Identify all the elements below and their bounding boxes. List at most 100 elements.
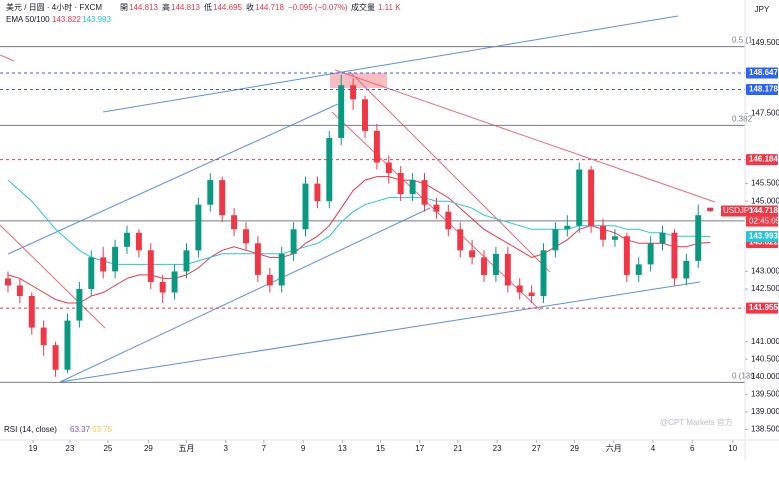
x-tick-label: 15 <box>376 444 385 453</box>
candle-body <box>457 229 464 251</box>
last-price-label-box <box>746 205 778 217</box>
y-tick-label: 145.500 <box>751 179 779 188</box>
ema-price-label: 143.993 <box>749 232 778 241</box>
trend-line <box>59 207 431 383</box>
x-tick-label: 3 <box>224 444 229 453</box>
candle-body <box>623 236 630 275</box>
candle-body <box>76 288 83 321</box>
candle-body <box>373 130 380 163</box>
trend-line <box>102 15 679 113</box>
price-label-box <box>746 84 778 96</box>
watermark: @CPT Markets 官方 <box>660 417 733 427</box>
candle-body <box>588 169 595 226</box>
trend-line <box>59 281 701 383</box>
legend-value: 144.813 <box>129 3 158 12</box>
trend-line <box>0 224 106 329</box>
fib-label: 0 (139 <box>732 372 755 381</box>
x-tick-label: 6 <box>690 444 695 453</box>
candle-body <box>409 180 416 195</box>
price-label-box <box>746 67 778 79</box>
candle-body <box>707 207 714 212</box>
y-tick-label: 139.000 <box>751 407 779 416</box>
candle-body <box>16 285 23 296</box>
candle-body <box>135 232 142 251</box>
x-tick-label: 23 <box>493 444 502 453</box>
candle-body <box>231 215 238 230</box>
candle-body <box>183 250 190 272</box>
price-label: 141.955 <box>749 303 778 312</box>
trend-line <box>0 54 15 62</box>
x-tick-label: 23 <box>65 444 74 453</box>
candle-body <box>290 229 297 254</box>
y-tick-label: 145.000 <box>751 196 779 205</box>
symbol-box <box>721 205 746 217</box>
y-tick-label: 140.500 <box>751 354 779 363</box>
candle-body <box>52 345 59 370</box>
candle-body <box>492 253 499 275</box>
y-tick-label: 149.500 <box>751 38 779 47</box>
candle-body <box>600 225 606 240</box>
candle-body <box>207 180 214 205</box>
legend-label: 開 <box>120 3 128 12</box>
candle-body <box>445 211 452 230</box>
y-tick-label: 141.000 <box>751 337 779 346</box>
chart-title: 美元 / 日圆 · 4小时 · FXCM <box>6 2 102 12</box>
rsi-label: RSI (14, close) <box>4 425 57 434</box>
countdown-box <box>746 216 778 227</box>
candle-body <box>171 271 178 293</box>
candle-body <box>278 253 285 286</box>
candle-body <box>243 229 249 244</box>
candle-body <box>647 243 654 265</box>
fib-label: 0.5 (1 <box>732 36 753 45</box>
price-label-box <box>746 302 778 314</box>
candle-body <box>528 292 535 296</box>
ema-price-label: 143.822 <box>749 238 778 247</box>
candle-body <box>326 137 333 202</box>
candle-body <box>635 264 642 275</box>
x-tick-label: 25 <box>103 444 112 453</box>
candle-body <box>576 169 583 226</box>
x-tick-label: 9 <box>301 444 306 453</box>
candle-body <box>266 274 273 286</box>
y-tick-label: 147.500 <box>751 108 779 117</box>
y-tick-label: 139.500 <box>751 389 779 398</box>
candle-body <box>28 295 35 328</box>
candle-body <box>254 243 261 275</box>
candle-body <box>100 257 107 272</box>
candle-body <box>302 183 309 230</box>
trend-line <box>349 71 551 273</box>
candle-body <box>147 250 154 282</box>
candle-body <box>552 229 559 251</box>
x-tick-label: 19 <box>29 444 38 453</box>
legend-value: 144.718 <box>255 3 284 12</box>
x-tick-label: 7 <box>262 444 267 453</box>
price-label: 146.184 <box>749 155 778 164</box>
candle-body <box>469 250 476 258</box>
candle-body <box>219 180 226 216</box>
y-tick-label: 138.500 <box>751 425 779 434</box>
legend-label: 低 <box>204 2 212 12</box>
symbol: USDJPY <box>723 206 755 215</box>
legend-value: 144.695 <box>213 3 242 12</box>
candle-body <box>671 232 678 279</box>
candle-body <box>397 173 404 195</box>
trend-line <box>334 69 716 203</box>
candle-body <box>659 232 666 244</box>
fib-label: 0.382 <box>732 115 753 124</box>
candle-body <box>564 225 571 230</box>
x-tick-label: 17 <box>415 444 424 453</box>
legend-label: 收 <box>246 2 254 12</box>
candle-body <box>362 99 368 131</box>
x-tick-label: 10 <box>728 444 737 453</box>
x-tick-label: 29 <box>144 444 153 453</box>
currency: JPY <box>755 5 770 14</box>
candle-body <box>695 215 702 261</box>
candle-body <box>159 281 166 293</box>
x-tick-label: 29 <box>570 444 579 453</box>
candle-body <box>385 162 392 174</box>
candle-body <box>64 320 71 370</box>
x-tick-label: 六月 <box>606 443 622 453</box>
price-label: 148.178 <box>749 85 778 94</box>
candle-body <box>540 250 547 296</box>
